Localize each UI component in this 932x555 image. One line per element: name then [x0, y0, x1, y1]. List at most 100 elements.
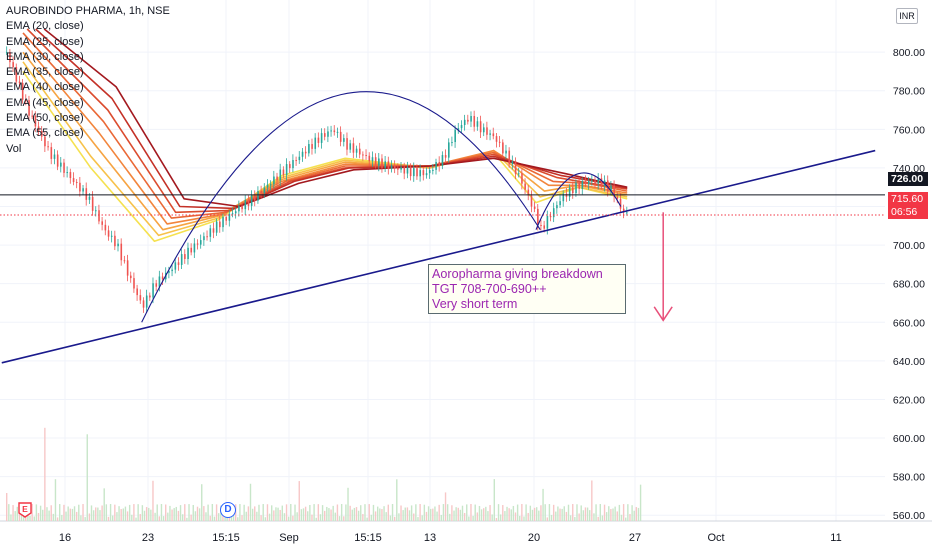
candle-body — [37, 126, 40, 132]
dividend-marker[interactable]: D — [220, 502, 236, 518]
candle-body — [155, 283, 158, 287]
candle-body — [355, 148, 358, 153]
candle-body — [199, 240, 202, 245]
volume-bar — [338, 516, 341, 521]
volume-bar — [92, 510, 95, 521]
indicator-ema-45[interactable]: EMA (45, close) — [6, 96, 84, 109]
price-axis[interactable]: 800.00780.00760.00740.00720.00700.00680.… — [893, 47, 925, 522]
volume-bar — [205, 512, 207, 521]
candle-body — [505, 150, 507, 154]
candle-body — [517, 173, 520, 175]
volume-bar — [555, 511, 557, 521]
indicator-ema-35[interactable]: EMA (35, close) — [6, 66, 84, 79]
volume-bar — [510, 509, 512, 521]
drawings — [0, 91, 885, 364]
indicator-ema-55[interactable]: EMA (55, close) — [6, 127, 84, 140]
volume-bar — [317, 504, 320, 521]
indicator-ema-25[interactable]: EMA (25, close) — [6, 35, 84, 48]
candle-body — [435, 161, 437, 170]
volume-bar — [133, 504, 135, 521]
candle-body — [543, 225, 546, 229]
indicator-ema-30[interactable]: EMA (30, close) — [6, 50, 84, 63]
volume-bar — [122, 508, 124, 521]
indicator-ema-20[interactable]: EMA (20, close) — [6, 20, 84, 33]
candle-body — [206, 236, 208, 238]
volume-bar — [400, 505, 402, 521]
currency-button[interactable]: INR — [896, 8, 918, 24]
volume-bar — [65, 511, 67, 521]
candle-body — [44, 136, 46, 147]
candle-body — [393, 165, 396, 169]
volume-bar — [52, 513, 55, 521]
candle-body — [336, 131, 339, 133]
candle-body — [463, 119, 466, 126]
volume-bar — [245, 511, 247, 521]
candle-body — [269, 184, 272, 186]
volume-bar — [453, 510, 455, 521]
volume-bar — [10, 514, 12, 521]
annotation-note[interactable]: Aoropharma giving breakdown TGT 708-700-… — [428, 264, 626, 314]
candle-body — [413, 168, 415, 177]
candle-body — [50, 147, 53, 159]
candle-body — [559, 201, 561, 206]
candle-body — [368, 155, 371, 162]
candle-body — [387, 161, 390, 169]
volume-bar — [131, 514, 133, 521]
volume-bar — [542, 488, 544, 521]
chart-legend: AUROBINDO PHARMA, 1h, NSE EMA (20, close… — [6, 4, 170, 157]
arc-drawing — [535, 172, 622, 230]
candle-body — [349, 143, 352, 150]
earnings-marker[interactable]: E — [18, 502, 32, 518]
volume-bar — [101, 505, 103, 521]
indicator-volume[interactable]: Vol — [6, 142, 22, 155]
candle-body — [591, 180, 593, 182]
volume-bar — [29, 515, 31, 521]
volume-bar — [181, 514, 184, 521]
candle-body — [584, 181, 587, 185]
candle-body — [142, 300, 145, 308]
volume-bar — [552, 504, 555, 521]
volume-bar — [42, 509, 44, 521]
volume-bar — [444, 492, 447, 521]
volume-bar — [540, 505, 542, 521]
arc-drawing — [141, 91, 541, 323]
candle-body — [63, 162, 65, 173]
x-tick-label: 23 — [142, 532, 154, 544]
volume-bar — [277, 507, 279, 521]
indicator-ema-50[interactable]: EMA (50, close) — [6, 112, 84, 125]
time-axis[interactable]: 16 23 15:15 Sep 15:15 13 20 27 Oct 11 — [59, 532, 842, 544]
volume-bar — [171, 509, 173, 521]
volume-bar — [343, 516, 345, 521]
volume-bar — [527, 512, 529, 521]
candle-body — [149, 295, 151, 298]
volume-bar — [508, 508, 510, 521]
candle-body — [444, 155, 447, 158]
volume-bar — [506, 506, 508, 521]
candle-body — [145, 295, 148, 308]
volume-bar — [391, 504, 394, 521]
candle-body — [540, 224, 542, 226]
y-tick-label: 700.00 — [893, 240, 925, 252]
x-tick-label: Sep — [279, 532, 299, 544]
candle-body — [254, 195, 256, 201]
volume-bar — [406, 507, 409, 521]
candle-body — [180, 254, 183, 265]
ema-line — [22, 61, 628, 237]
volume-bar — [324, 510, 326, 521]
volume-bar — [605, 512, 608, 521]
candle-body — [619, 198, 622, 209]
volume-bar — [546, 517, 548, 521]
volume-bar — [73, 506, 76, 521]
volume-bar — [31, 504, 33, 521]
indicator-ema-40[interactable]: EMA (40, close) — [6, 81, 84, 94]
annotation-line-2: TGT 708-700-690++ — [432, 282, 547, 296]
candle-body — [241, 206, 243, 210]
volume-bar — [37, 512, 40, 521]
volume-bar — [572, 504, 574, 521]
candle-body — [390, 165, 393, 169]
symbol-title[interactable]: AUROBINDO PHARMA, 1h, NSE — [6, 5, 170, 17]
volume-bar — [162, 516, 165, 521]
candle-body — [47, 146, 49, 148]
volume-bar — [468, 516, 470, 521]
